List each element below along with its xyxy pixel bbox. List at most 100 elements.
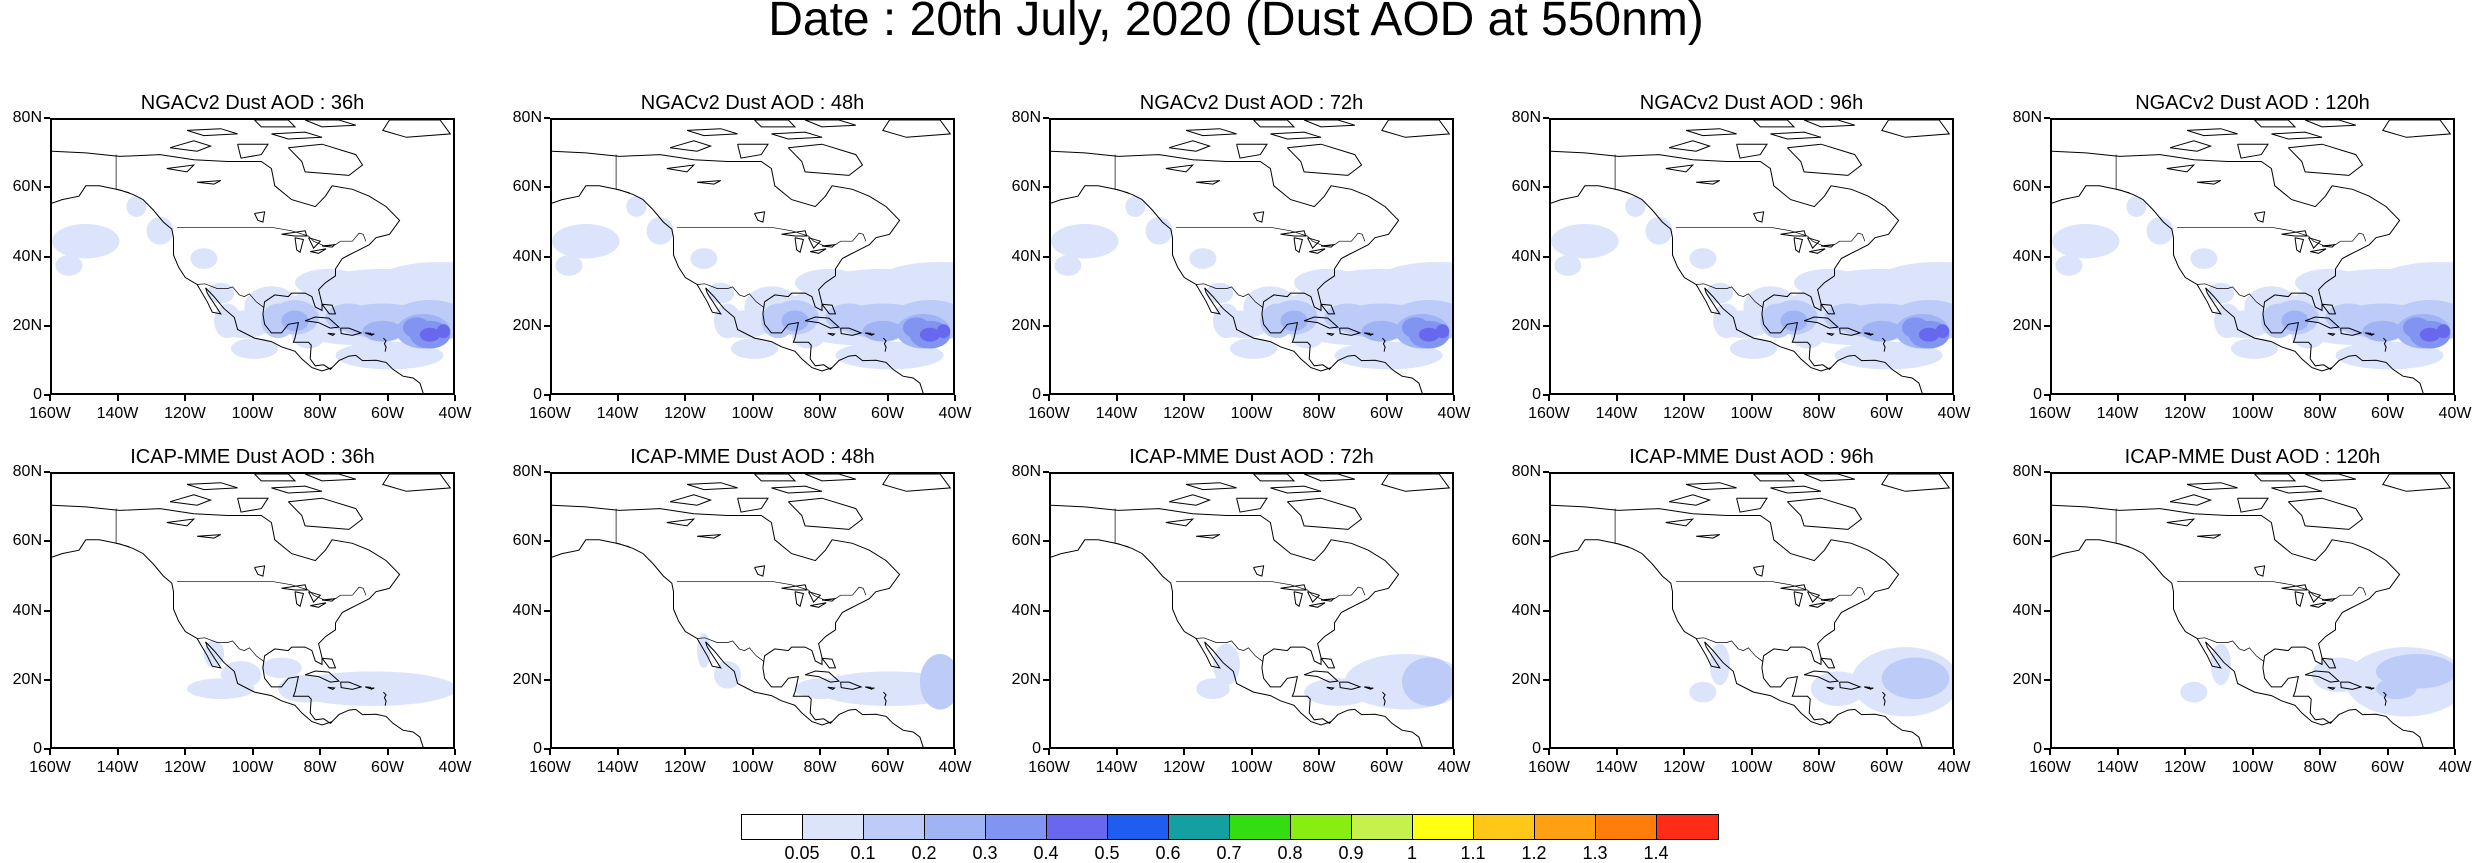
lat-tick-label: 80N [12, 109, 42, 126]
lat-tick-label: 20N [512, 670, 542, 688]
colorbar-swatch [1474, 815, 1535, 839]
aod-contour [1709, 643, 1730, 686]
lat-tick-label: 80N [1511, 463, 1541, 480]
lon-tick-label: 100W [1730, 405, 1773, 422]
island-outline [294, 591, 305, 608]
lon-tick-label: 80W [2303, 759, 2337, 776]
coastline [2330, 708, 2424, 747]
aod-contour [1625, 196, 1646, 217]
island-outline [254, 565, 266, 577]
lat-tick-mark [1043, 394, 1049, 396]
lon-tick-mark [1048, 395, 1050, 401]
lat-tick-mark [2044, 186, 2050, 189]
aod-contour [690, 248, 718, 269]
lon-tick-label: 100W [231, 405, 274, 422]
lon-tick-mark [1885, 749, 1888, 755]
island-outline [1236, 497, 1268, 513]
lon-tick-mark [1385, 749, 1388, 755]
lon-tick-mark [549, 395, 551, 401]
map-plot [1051, 120, 1452, 393]
aod-contour [1402, 657, 1452, 706]
island-outline [1303, 120, 1355, 128]
island-outline [808, 237, 822, 249]
island-outline [787, 143, 864, 176]
island-outline [2308, 591, 2322, 603]
island-outline [754, 120, 797, 128]
aod-contour [214, 303, 241, 339]
island-outline [1286, 143, 1363, 176]
island-outline [1320, 657, 1336, 669]
island-outline [1303, 316, 1340, 329]
country-border [615, 154, 630, 194]
island-outline [2287, 497, 2364, 530]
colorbar-label: 0.3 [972, 843, 998, 863]
island-outline [186, 128, 238, 137]
lat-tick-mark [1543, 748, 1549, 750]
island-outline [1665, 164, 1695, 173]
coastline [1329, 708, 1423, 747]
lat-tick-label: 20N [12, 670, 42, 688]
map-plot [52, 120, 453, 393]
country-border [1614, 508, 1629, 548]
lat-tick-mark [44, 324, 50, 327]
aod-contour [1418, 327, 1440, 342]
colorbar-label: 1.2 [1521, 843, 1547, 863]
colorbar-label: 0.4 [1033, 843, 1059, 863]
aod-contour [825, 303, 873, 332]
lat-tick-label: 60N [1011, 178, 1041, 196]
island-outline [1685, 128, 1737, 137]
lon-tick-label: 120W [164, 405, 206, 422]
colorbar-swatch [1352, 815, 1413, 839]
island-outline [294, 237, 305, 254]
map-plot [552, 120, 953, 393]
lon-tick-label: 80W [1302, 759, 1336, 776]
country-border [697, 283, 764, 308]
lat-tick-label: 60N [12, 178, 42, 196]
island-outline [1882, 337, 1886, 352]
aod-contour [1324, 303, 1372, 332]
island-outline [1168, 140, 1212, 152]
island-outline [287, 143, 364, 176]
island-outline [1253, 120, 1296, 128]
lat-tick-label: 0 [33, 740, 42, 757]
lat-tick-label: 80N [1011, 463, 1041, 480]
aod-contour [2419, 327, 2441, 342]
island-outline [810, 248, 827, 254]
island-outline [1253, 474, 1296, 482]
island-outline [754, 211, 766, 223]
country-border [1614, 154, 1629, 194]
island-outline [310, 248, 327, 254]
lon-tick-label: 40W [1437, 759, 1471, 776]
island-outline [1339, 327, 1362, 336]
lon-tick-mark [454, 395, 456, 401]
island-outline [2304, 316, 2341, 329]
lat-tick-mark [2044, 748, 2050, 750]
island-outline [1882, 691, 1886, 706]
lat-tick-mark [44, 186, 50, 189]
map-plot [52, 474, 453, 747]
island-outline [169, 494, 213, 506]
island-outline [827, 686, 836, 690]
aod-contour [761, 303, 795, 339]
map-panel [550, 118, 955, 395]
lon-tick-label: 140W [2096, 405, 2139, 422]
colorbar-label: 0.8 [1277, 843, 1303, 863]
colorbar-swatch [986, 815, 1047, 839]
island-outline [2166, 164, 2196, 173]
island-outline [781, 584, 808, 591]
island-outline [669, 140, 713, 152]
lat-tick-label: 40N [12, 601, 42, 619]
island-outline [327, 332, 336, 336]
lat-tick-mark [44, 394, 50, 396]
lon-tick-mark [319, 749, 321, 755]
lat-tick-mark [1543, 471, 1549, 473]
lon-tick-label: 120W [1163, 405, 1205, 422]
lon-tick-mark [49, 395, 51, 401]
lat-tick-mark [44, 678, 50, 681]
lon-tick-mark [1115, 749, 1118, 755]
colorbar-swatch [1230, 815, 1291, 839]
aod-contour [2146, 216, 2174, 245]
aod-contour [419, 327, 441, 342]
map-panel [2050, 118, 2455, 395]
island-outline [321, 303, 337, 315]
